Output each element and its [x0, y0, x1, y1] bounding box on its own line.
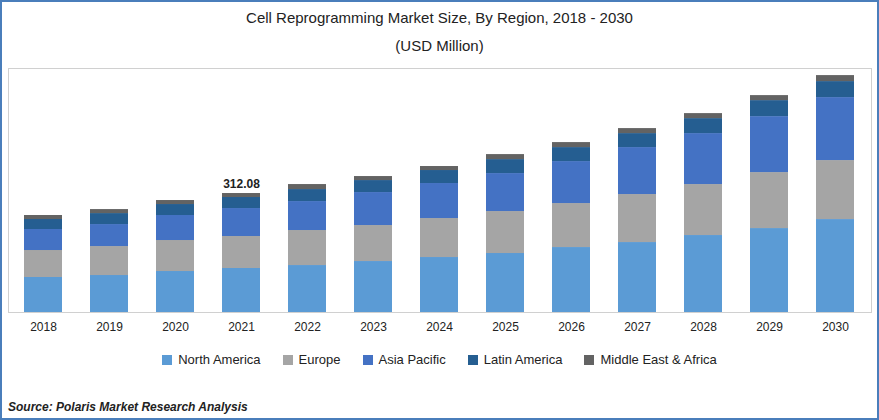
svg-text:2019: 2019: [96, 320, 123, 334]
html-text:Middle East & Africa: Middle East & Africa: [600, 352, 717, 367]
html-text:Latin America: Latin America: [483, 352, 563, 367]
svg-text:2029: 2029: [756, 320, 783, 334]
svg-text:2027: 2027: [624, 320, 651, 334]
html-text:Cell Reprogramming Market Size: Cell Reprogramming Market Size, By Regio…: [246, 9, 633, 26]
html-text:Asia Pacific: Asia Pacific: [378, 352, 446, 367]
svg-text:2028: 2028: [690, 320, 717, 334]
svg-text:2022: 2022: [294, 320, 321, 334]
svg-text:312.08: 312.08: [223, 177, 260, 191]
html-text:Europe: Europe: [298, 352, 341, 367]
html-text:(USD Million): (USD Million): [395, 37, 484, 54]
html-text:North America: North America: [178, 352, 261, 367]
svg-text:2023: 2023: [360, 320, 387, 334]
svg-text:2024: 2024: [426, 320, 453, 334]
svg-text:2021: 2021: [228, 320, 255, 334]
svg-text:2018: 2018: [30, 320, 57, 334]
svg-text:2026: 2026: [558, 320, 585, 334]
svg-text:2020: 2020: [162, 320, 189, 334]
html-text:Source: Polaris Market Researc: Source: Polaris Market Research Analysis: [8, 400, 248, 414]
svg-text:2025: 2025: [492, 320, 519, 334]
svg-text:2030: 2030: [822, 320, 849, 334]
